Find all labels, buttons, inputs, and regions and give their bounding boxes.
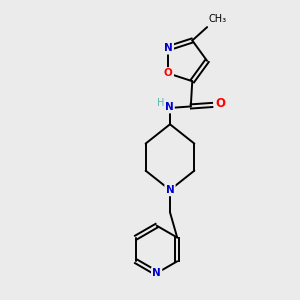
Text: N: N: [166, 185, 174, 195]
Text: O: O: [215, 97, 226, 110]
Text: N: N: [152, 268, 161, 278]
Text: CH₃: CH₃: [208, 14, 227, 23]
Text: O: O: [164, 68, 173, 78]
Text: N: N: [165, 102, 174, 112]
Text: H: H: [157, 98, 164, 108]
Text: N: N: [164, 43, 173, 53]
